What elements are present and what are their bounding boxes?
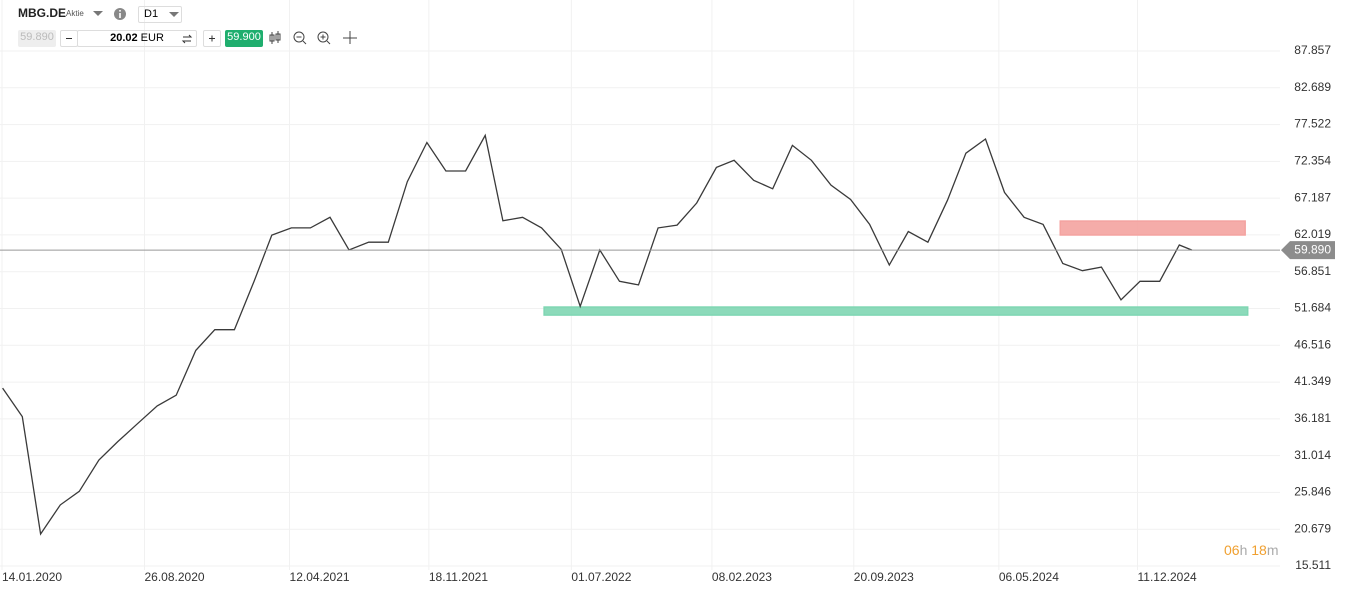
- timer-minutes-unit: m: [1266, 542, 1279, 558]
- price-zone: [1059, 220, 1246, 236]
- y-tick-label: 72.354: [1294, 154, 1331, 168]
- chart-tools[interactable]: [268, 29, 368, 49]
- y-tick-label: 51.684: [1294, 301, 1331, 315]
- plus-icon: [209, 35, 215, 42]
- volume: 20.02: [110, 32, 138, 44]
- y-tick-label: 15.511: [1295, 558, 1331, 572]
- sell-button[interactable]: 59.890: [18, 30, 56, 47]
- y-tick-label: 31.014: [1294, 448, 1331, 462]
- timer-hours: 06: [1224, 542, 1240, 558]
- x-tick-label: 06.05.2024: [999, 570, 1059, 584]
- timeframe: D1: [144, 8, 159, 20]
- y-tick-label: 62.019: [1294, 227, 1331, 241]
- y-tick-label: 41.349: [1294, 374, 1331, 388]
- symbol-dropdown[interactable]: [92, 10, 104, 18]
- x-tick-label: 12.04.2021: [290, 570, 350, 584]
- tool-icons: [269, 31, 357, 45]
- caret: [169, 12, 179, 17]
- x-tick-label: 01.07.2022: [571, 570, 631, 584]
- y-tick-label: 77.522: [1294, 117, 1331, 131]
- ask: 59.900: [227, 31, 261, 43]
- y-tick-label: 67.187: [1294, 190, 1331, 204]
- decrease-button[interactable]: [60, 30, 78, 47]
- x-tick-label: 18.11.2021: [429, 570, 488, 584]
- price-line: [2, 133, 1193, 536]
- current-price-tag: [1281, 241, 1335, 260]
- y-tick-label: 36.181: [1294, 411, 1331, 425]
- y-tick-label: 82.689: [1294, 80, 1331, 94]
- info-icon[interactable]: [113, 7, 127, 21]
- currency: EUR: [140, 32, 164, 44]
- x-tick-label: 11.12.2024: [1138, 570, 1197, 584]
- y-tick-label: 56.851: [1294, 264, 1331, 278]
- y-tick-label: 46.516: [1294, 337, 1331, 351]
- minus-icon: [66, 38, 72, 39]
- y-tick-label: 87.857: [1294, 43, 1331, 57]
- x-tick-label: 14.01.2020: [2, 570, 62, 584]
- y-tick-label: 25.846: [1294, 485, 1331, 499]
- x-tick-label: 08.02.2023: [712, 570, 772, 584]
- price-zone: [543, 306, 1249, 316]
- buy-button[interactable]: 59.900: [225, 30, 263, 47]
- increase-button[interactable]: [203, 30, 221, 47]
- symbol[interactable]: MBG.DE: [18, 6, 66, 20]
- timer-minutes: 18: [1251, 542, 1267, 558]
- bid: 59.890: [20, 31, 54, 43]
- x-tick-label: 20.09.2023: [854, 570, 914, 584]
- current-price-label: 59.890: [1294, 242, 1331, 256]
- timeframe-select[interactable]: D1: [138, 6, 182, 23]
- timer-hours-unit: h: [1239, 542, 1248, 558]
- session-timer: 06h 18m: [1224, 542, 1279, 558]
- instrument-kind: Aktie: [66, 9, 84, 18]
- x-tick-label: 26.08.2020: [144, 570, 204, 584]
- y-tick-label: 20.679: [1294, 521, 1331, 535]
- volume-input[interactable]: 20.02 EUR: [77, 30, 197, 47]
- swap-icon: [181, 34, 193, 44]
